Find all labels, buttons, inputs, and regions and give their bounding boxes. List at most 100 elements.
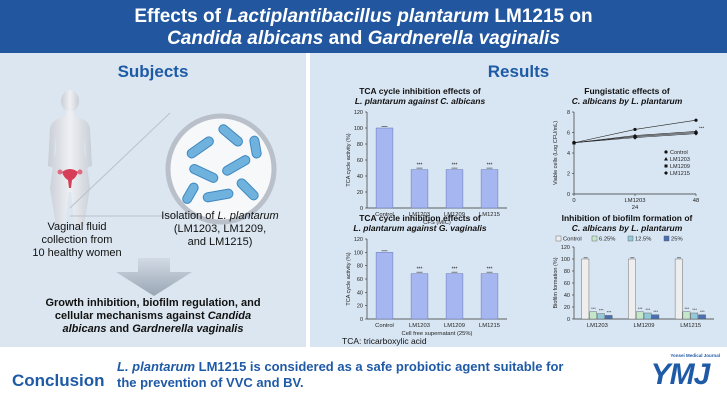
- chart4-y-tick-label: 0: [567, 317, 570, 323]
- chart1-y-tick-label: 20: [357, 190, 363, 196]
- chart4-y-tick-label: 120: [561, 245, 570, 251]
- chart3-significance: ***: [487, 267, 493, 273]
- chart4-significance: ***: [646, 307, 651, 312]
- chart2-legend-label: LM1209: [670, 164, 690, 170]
- chart4-x-tick-label: LM1209: [634, 323, 655, 329]
- chart3-y-tick-label: 120: [354, 237, 363, 243]
- chart4-legend-label: 6.25%: [599, 237, 615, 243]
- chart1-bar: [445, 169, 464, 209]
- chart1-bar: [410, 169, 429, 209]
- chart3-y-tick-label: 80: [357, 264, 363, 270]
- chart2-significance: ***: [699, 125, 705, 130]
- chart4-bar: [690, 312, 699, 320]
- chart4-bar: [682, 311, 691, 320]
- chart3-y-tick-label: 40: [357, 290, 363, 296]
- chart4-significance: ***: [591, 306, 596, 311]
- chart1-y-label: TCA cycle activity (%): [346, 133, 352, 186]
- journal-name: Yonsei Medical Journal: [670, 353, 720, 358]
- chart2-legend-label: Control: [670, 150, 688, 156]
- magnifier-lines: [70, 112, 180, 217]
- tca-footnote: TCA: tricarboxylic acid: [342, 336, 427, 346]
- title-line-2: Candida albicans and Gardnerella vaginal…: [167, 28, 560, 49]
- title-banner: Effects of Lactiplantibacillus plantarum…: [0, 0, 727, 53]
- chart2-y-label: Viable cells (Log CFU/mL): [553, 121, 559, 185]
- chart2-legend-marker: [664, 157, 668, 161]
- chart1-title: TCA cycle inhibition effects of L. planta…: [354, 86, 486, 106]
- vaginal-fluid-text: Vaginal fluid collection from 10 healthy…: [32, 221, 122, 259]
- chart4-significance: ***: [692, 307, 697, 312]
- chart1-x-tick-label: LM1215: [479, 212, 500, 218]
- chart3-x-label: Cell free supernatant (25%): [402, 331, 473, 337]
- chart2-point: [694, 131, 698, 136]
- chart1-bar: [480, 169, 499, 209]
- chart1-y-tick-label: 120: [354, 110, 363, 116]
- chart3-y-tick-label: 20: [357, 304, 363, 310]
- chart3-x-tick-label: Control: [375, 323, 394, 329]
- chart4-significance: ***: [684, 306, 689, 311]
- chart2-x-tick-label: 0: [572, 198, 575, 204]
- chart1-y-tick-label: 60: [357, 158, 363, 164]
- chart1-y-tick-label: 0: [360, 206, 363, 212]
- chart1-significance: ***: [487, 163, 493, 169]
- tca-g-vaginalis-chart: 0 20 40 60 80 100 120 TCA cycle activity (%) Con…: [346, 237, 507, 337]
- chart3-bar: [410, 273, 429, 320]
- chart4-bar: [651, 314, 660, 320]
- chart4-significance: ***: [700, 309, 705, 314]
- chart4-legend-swatch: [627, 235, 634, 242]
- chart2-x-tick-label: 24: [632, 205, 639, 211]
- chart3-significance: ***: [417, 267, 423, 273]
- chart2-y-tick-label: 2: [567, 172, 570, 178]
- chart4-legend-swatch: [663, 235, 670, 242]
- chart3-significance: ***: [452, 267, 458, 273]
- chart2-legend-label: LM1215: [670, 171, 690, 177]
- chart3-x-tick-label: LM1203: [409, 323, 430, 329]
- chart4-bar: [698, 314, 706, 320]
- chart1-y-tick-label: 40: [357, 174, 363, 180]
- chart4-y-label: Biofilm formation (%): [553, 257, 559, 308]
- title-line-1: Effects of Lactiplantibacillus plantarum…: [134, 6, 593, 27]
- chart2-point: [572, 140, 576, 145]
- chart3-bar: [445, 273, 464, 320]
- chart4-bar: [674, 258, 683, 320]
- chart3-bar: [375, 252, 394, 320]
- chart4-bar: [604, 315, 613, 320]
- chart4-bar: [597, 313, 605, 320]
- chart4-bar: [628, 258, 636, 320]
- chart2-point: [633, 135, 637, 140]
- chart4-bar: [636, 311, 644, 320]
- down-arrow-icon: [116, 258, 192, 296]
- chart3-x-tick-label: LM1215: [479, 323, 500, 329]
- subjects-panel: Subjects Vaginal fluid: [0, 53, 306, 347]
- chart2-x-sublabel: LM1203: [625, 198, 646, 204]
- chart3-y-label: TCA cycle activity (%): [346, 252, 352, 305]
- chart3-y-tick-label: 0: [360, 317, 363, 323]
- chart4-legend-label: Control: [563, 237, 582, 243]
- chart1-y-tick-label: 100: [354, 126, 363, 132]
- chart1-bar: [375, 127, 394, 209]
- chart2-legend-marker: [664, 171, 668, 175]
- chart4-x-tick-label: LM1203: [587, 323, 608, 329]
- chart2-legend-label: LM1203: [670, 157, 690, 163]
- chart4-legend-swatch: [591, 235, 598, 242]
- chart4-y-tick-label: 60: [564, 281, 570, 287]
- results-title: Results: [487, 62, 550, 81]
- chart4-y-tick-label: 40: [564, 293, 570, 299]
- chart4-bar: [581, 258, 590, 320]
- chart4-title: Inhibition of biofilm formation of C. alb…: [561, 213, 693, 233]
- chart2-y-tick-label: 0: [567, 192, 570, 198]
- conclusion-band: Conclusion L. plantarum LM1215 is consid…: [0, 347, 727, 409]
- isolation-text: Isolation of L. plantarum (LM1203, LM120…: [161, 210, 279, 248]
- tca-c-albicans-chart: 0 20 40 60 80 100 120 TCA cycle activity (%) Con…: [346, 110, 507, 226]
- chart4-x-tick-label: LM1215: [680, 323, 701, 329]
- chart4-significance: ***: [638, 306, 643, 311]
- chart3-y-tick-label: 60: [357, 277, 363, 283]
- chart4-significance: ***: [653, 309, 658, 314]
- chart1-significance: ***: [417, 163, 423, 169]
- chart3-y-tick-label: 100: [354, 250, 363, 256]
- chart2-significance: **: [634, 136, 638, 141]
- chart2-point: [633, 127, 637, 132]
- chart1-x-tick-label: LM1209: [444, 212, 465, 218]
- chart2-y-tick-label: 6: [567, 131, 570, 137]
- chart4-bar: [643, 312, 652, 320]
